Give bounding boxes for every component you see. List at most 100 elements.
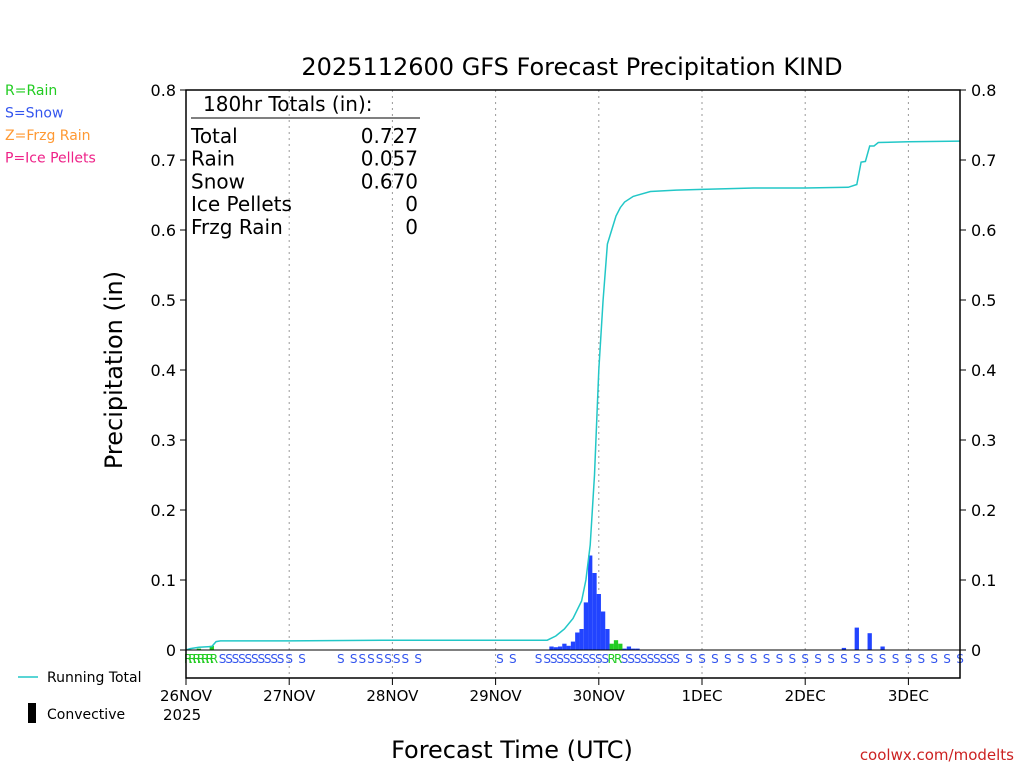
precip-type-marker: R [210, 652, 218, 666]
precip-bar [575, 632, 580, 650]
running-total-legend-label: Running Total [47, 670, 142, 686]
totals-row-value: 0 [405, 192, 418, 216]
precip-type-marker: R [188, 652, 196, 666]
precip-type-marker: R [614, 652, 622, 666]
precip-type-marker: S [917, 652, 925, 666]
precip-type-marker: S [543, 652, 551, 666]
precip-bar [596, 594, 601, 650]
running-total-line [185, 140, 961, 651]
precip-type-marker: S [659, 652, 667, 666]
y-tick-label-right: 0.8 [971, 81, 996, 100]
type-legend-item: P=Ice Pellets [5, 151, 96, 167]
totals-row-label: Ice Pellets [191, 192, 292, 216]
totals-row-value: 0 [405, 215, 418, 239]
precip-bar [605, 629, 610, 650]
precip-type-marker: S [879, 652, 887, 666]
precip-type-marker: S [634, 652, 642, 666]
y-axis-label: Precipitation (in) [100, 271, 128, 469]
totals-row-label: Frzg Rain [191, 215, 283, 239]
precip-type-marker: S [827, 652, 835, 666]
y-tick-label-right: 0.1 [971, 571, 996, 590]
precip-bar [196, 648, 202, 650]
totals-box: 180hr Totals (in): Total 0.727 Rain 0.057 Sn… [190, 92, 420, 239]
precip-bar [570, 641, 576, 650]
totals-row-label: Snow [191, 169, 245, 193]
precip-bar [549, 646, 554, 650]
precip-bar [592, 573, 597, 650]
precip-type-marker: S [414, 652, 422, 666]
y-tick-label-right: 0 [971, 641, 981, 660]
type-legend-item: Z=Frzg Rain [5, 128, 91, 144]
y-tick-label-left: 0.5 [151, 291, 176, 310]
x-tick-label: 28NOV [366, 687, 419, 705]
y-tick-label-right: 0.2 [971, 501, 996, 520]
precip-type-marker: R [184, 652, 192, 666]
convective-legend-label: Convective [47, 707, 125, 723]
precip-type-marker: S [550, 652, 558, 666]
precip-bar [209, 645, 214, 650]
precip-type-marker: R [201, 652, 209, 666]
precip-type-marker: R [193, 652, 201, 666]
precip-type-marker: S [496, 652, 504, 666]
chart-title: 2025112600 GFS Forecast Precipitation KI… [301, 53, 842, 81]
precip-bars [196, 555, 885, 650]
precip-type-marker: S [621, 652, 629, 666]
precip-type-marker: S [270, 652, 278, 666]
totals-header: 180hr Totals (in): [203, 92, 373, 116]
precip-type-marker: S [711, 652, 719, 666]
y-tick-label-right: 0.3 [971, 431, 996, 450]
y-tick-label-left: 0.6 [151, 221, 176, 240]
x-year-label: 2025 [163, 706, 201, 724]
precip-bar [583, 602, 589, 650]
precip-type-marker: S [576, 652, 584, 666]
precip-type-marker: R [205, 652, 213, 666]
y-tick-label-left: 0.1 [151, 571, 176, 590]
precip-bar [841, 647, 847, 650]
totals-row-value: 0.057 [361, 147, 418, 171]
precip-type-marker: S [840, 652, 848, 666]
precip-bar [600, 611, 606, 650]
y-tick-label-left: 0.3 [151, 431, 176, 450]
precip-type-marker: S [393, 652, 401, 666]
precip-type-marker: S [672, 652, 680, 666]
precip-bar [613, 640, 619, 650]
x-tick-label: 26NOV [160, 687, 213, 705]
precip-bar [618, 643, 623, 650]
precip-type-marker: S [905, 652, 913, 666]
x-axis-label: Forecast Time (UTC) [391, 736, 633, 764]
y-tick-label-right: 0.5 [971, 291, 996, 310]
y-tick-label-left: 0 [166, 641, 176, 660]
precip-type-marker: S [801, 652, 809, 666]
precip-type-marker: S [401, 652, 409, 666]
precip-type-marker: S [285, 652, 293, 666]
precip-bar [579, 629, 584, 650]
totals-rows: Total 0.727 Rain 0.057 Snow 0.670 Ice Pellets 0… [190, 124, 418, 239]
precip-type-legend: R=Rain S=Snow Z=Frzg Rain P=Ice Pellets [5, 83, 96, 167]
precip-type-marker: S [376, 652, 384, 666]
totals-row-label: Total [190, 124, 238, 148]
precip-type-marker: S [853, 652, 861, 666]
precip-type-marker: S [737, 652, 745, 666]
precip-bar [880, 646, 885, 650]
totals-row-value: 0.727 [361, 124, 418, 148]
totals-row-label: Rain [191, 147, 235, 171]
precip-bar [553, 647, 558, 650]
precip-type-marker: S [814, 652, 822, 666]
precip-type-marker: S [509, 652, 517, 666]
x-tick-label: 29NOV [470, 687, 523, 705]
precip-type-marker: S [251, 652, 259, 666]
precip-type-marker: S [535, 652, 543, 666]
convective-legend-swatch [28, 703, 36, 723]
type-legend-item: S=Snow [5, 106, 63, 122]
totals-row-value: 0.670 [361, 169, 418, 193]
precip-type-marker: S [277, 652, 285, 666]
x-tick-label: 3DEC [888, 687, 929, 705]
precip-type-marker: S [337, 652, 345, 666]
precip-type-marker: S [563, 652, 571, 666]
precip-bar [557, 646, 563, 650]
precip-type-marker: S [601, 652, 609, 666]
precip-type-marker: S [257, 652, 265, 666]
precip-type-marker: S [930, 652, 938, 666]
plot-frame [185, 89, 961, 679]
